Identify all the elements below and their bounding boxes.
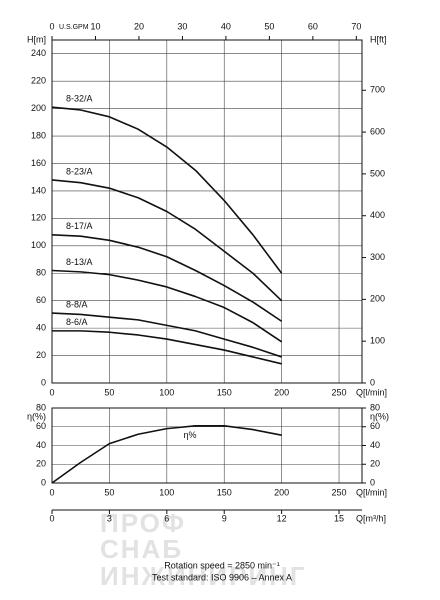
x-tick-label: 50	[104, 487, 114, 497]
y2-tick-label: 200	[370, 294, 385, 304]
watermark-text: ПРОФ	[100, 508, 186, 538]
series-line	[51, 312, 282, 358]
y2-tick-label: 400	[370, 210, 385, 220]
x2-tick-label: 0	[49, 513, 54, 523]
y2-tick-label: 700	[370, 85, 385, 95]
x2-tick-label: 12	[277, 513, 287, 523]
y-tick-label: 0	[41, 377, 46, 387]
y2-axis-label: η(%)	[370, 411, 389, 421]
x-tick-label: 150	[217, 387, 232, 397]
y-tick-label: 160	[31, 158, 46, 168]
plot-frame	[51, 39, 363, 384]
x2-tick-label: 10	[90, 21, 100, 31]
x2-tick-label: 3	[107, 513, 112, 523]
watermark-text: ИНЖИНИРИНГ	[100, 561, 307, 591]
y2-tick-label: 0	[370, 477, 375, 487]
x-tick-label: 100	[159, 387, 174, 397]
y-tick-label: 80	[36, 402, 46, 412]
series-line	[51, 106, 283, 274]
series-line	[51, 234, 283, 322]
y2-tick-label: 60	[370, 421, 380, 431]
y2-tick-label: 100	[370, 336, 385, 346]
x2-tick-label: 0	[49, 21, 54, 31]
x-tick-label: 200	[274, 487, 289, 497]
x-axis-label: Q[l/min]	[356, 487, 387, 497]
x-tick-label: 50	[104, 387, 114, 397]
series-line	[51, 425, 282, 484]
y2-axis-label: H[ft]	[370, 34, 387, 44]
x2-tick-label: 15	[334, 513, 344, 523]
series-label: 8-6/A	[66, 317, 88, 327]
series-label: 8-13/A	[66, 257, 93, 267]
x2-axis-label: U.S.GPM	[59, 24, 89, 31]
x-tick-label: 0	[49, 387, 54, 397]
x-tick-label: 100	[159, 487, 174, 497]
series-line	[51, 269, 283, 343]
y-tick-label: 100	[31, 240, 46, 250]
x2-tick-label: 30	[177, 21, 187, 31]
x2-tick-label: 70	[351, 21, 361, 31]
y-tick-label: 40	[36, 440, 46, 450]
x2-tick-label: 20	[134, 21, 144, 31]
x-tick-label: 250	[332, 387, 347, 397]
x-axis-label: Q[l/min]	[356, 387, 387, 397]
y2-tick-label: 80	[370, 402, 380, 412]
y-tick-label: 180	[31, 130, 46, 140]
series-line	[51, 179, 283, 302]
series-label: 8-23/A	[66, 166, 93, 176]
y-tick-label: 200	[31, 103, 46, 113]
series-line	[52, 330, 282, 365]
series-label: 8-8/A	[66, 299, 88, 309]
y2-tick-label: 0	[370, 377, 375, 387]
y-tick-label: 20	[36, 350, 46, 360]
y-tick-label: 60	[36, 295, 46, 305]
y-axis-label: η(%)	[27, 411, 46, 421]
footer-text: Rotation speed = 2850 min⁻¹	[164, 560, 280, 570]
y2-tick-label: 40	[370, 440, 380, 450]
y-axis-label: H[m]	[27, 34, 46, 44]
y-tick-label: 80	[36, 268, 46, 278]
series-label: 8-17/A	[66, 221, 93, 231]
x2-axis-label: Q[m³/h]	[356, 513, 386, 523]
y-tick-label: 40	[36, 322, 46, 332]
y-tick-label: 240	[31, 48, 46, 58]
watermark: ПРОФ СНАБ ИНЖИНИРИНГ	[100, 508, 307, 591]
x2-tick-label: 9	[222, 513, 227, 523]
x-tick-label: 200	[274, 387, 289, 397]
x-tick-label: 150	[217, 487, 232, 497]
x2-tick-label: 6	[164, 513, 169, 523]
y-tick-label: 20	[36, 459, 46, 469]
y2-tick-label: 600	[370, 126, 385, 136]
series-label: 8-32/A	[66, 94, 93, 104]
x2-tick-label: 50	[264, 21, 274, 31]
y-tick-label: 220	[31, 76, 46, 86]
y2-tick-label: 20	[370, 459, 380, 469]
x2-tick-label: 60	[308, 21, 318, 31]
y2-tick-label: 500	[370, 168, 385, 178]
series-label: η%	[184, 430, 197, 440]
y-tick-label: 60	[36, 421, 46, 431]
y-tick-label: 140	[31, 185, 46, 195]
x2-tick-label: 40	[221, 21, 231, 31]
watermark-text: СНАБ	[100, 534, 183, 564]
plot-frame	[51, 407, 363, 484]
y-tick-label: 120	[31, 213, 46, 223]
x-tick-label: 250	[332, 487, 347, 497]
x-tick-label: 0	[49, 487, 54, 497]
y-tick-label: 0	[41, 477, 46, 487]
footer-text: Test standard: ISO 9906 – Annex A	[152, 572, 292, 582]
y2-tick-label: 300	[370, 252, 385, 262]
